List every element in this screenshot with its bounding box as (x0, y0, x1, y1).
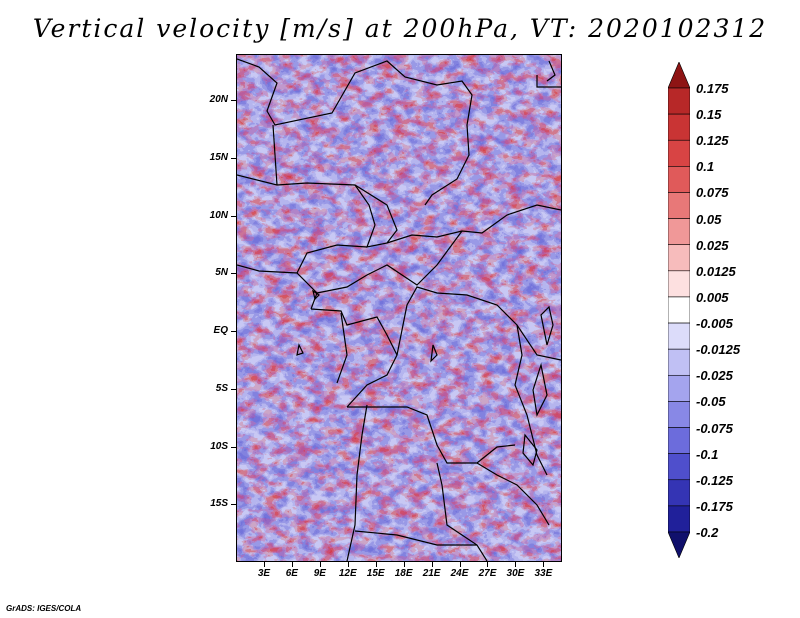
y-tick-label: EQ (213, 325, 228, 337)
velocity-field-map (237, 55, 561, 561)
colorbar-level-label: -0.175 (696, 498, 733, 514)
colorbar-level-label: 0.15 (696, 107, 722, 123)
x-tick-mark (515, 562, 517, 567)
colorbar-segment (668, 479, 690, 507)
colorbar-segment (668, 453, 690, 481)
country-borders (237, 58, 561, 561)
colorbar-level-label: -0.05 (696, 394, 726, 410)
y-tick-label: 10N (209, 209, 228, 221)
x-tick-label: 24E (450, 568, 469, 579)
colorbar-level-label: 0.005 (696, 289, 729, 305)
y-tick-mark (231, 388, 236, 390)
colorbar-segment (668, 166, 690, 193)
y-tick-mark (231, 273, 236, 275)
colorbar-level-label: -0.005 (696, 316, 733, 332)
x-tick-label: 18E (394, 568, 413, 579)
colorbar-level-label: 0.175 (696, 81, 729, 96)
colorbar-segment (668, 348, 690, 376)
colorbar-segment (668, 244, 690, 272)
colorbar-level-label: -0.075 (696, 420, 733, 436)
y-tick-label: 10S (210, 440, 228, 452)
colorbar-segment (668, 427, 690, 454)
footer-credit: GrADS: IGES/COLA (6, 604, 82, 613)
x-tick-label: 30E (506, 568, 525, 579)
plot-area (236, 54, 562, 562)
colorbar-segment (668, 113, 690, 141)
x-tick-mark (291, 562, 293, 567)
colorbar-segment (668, 218, 690, 246)
x-tick-label: 33E (534, 568, 553, 579)
x-tick-mark (543, 562, 545, 567)
chart-title: Vertical velocity [m/s] at 200hPa, VT: 2… (32, 14, 768, 43)
colorbar-level-label: 0.1 (696, 159, 715, 175)
y-tick-mark (231, 100, 236, 102)
colorbar-segment (668, 192, 690, 219)
x-tick-label: 21E (422, 568, 441, 579)
x-tick-label: 9E (313, 568, 326, 579)
colorbar-segment (668, 139, 690, 167)
colorbar-level-label: 0.125 (696, 133, 729, 149)
noise-field (237, 55, 561, 561)
colorbar-segment (668, 270, 690, 298)
x-tick-mark (431, 562, 433, 567)
x-tick-label: 6E (285, 568, 298, 579)
colorbar-level-label: -0.125 (696, 472, 733, 488)
colorbar-level-label: 0.0125 (696, 263, 736, 279)
colorbar-level-label: 0.075 (696, 185, 729, 201)
colorbar-level-label: 0.05 (696, 211, 722, 227)
x-tick-mark (347, 562, 349, 567)
colorbar-level-label: -0.025 (696, 368, 733, 384)
y-tick-mark (231, 331, 236, 333)
colorbar-level-label: -0.2 (696, 525, 719, 540)
x-tick-mark (319, 562, 321, 567)
y-tick-label: 15N (209, 151, 228, 163)
colorbar-segment (668, 296, 690, 324)
y-tick-label: 5N (215, 267, 228, 279)
colorbar-top-arrow (668, 62, 690, 89)
x-tick-label: 15E (366, 568, 385, 579)
x-tick-mark (459, 562, 461, 567)
x-tick-mark (403, 562, 405, 567)
x-tick-label: 12E (338, 568, 357, 579)
colorbar-segment (668, 322, 690, 350)
colorbar-segment (668, 87, 690, 115)
y-tick-label: 15S (210, 498, 228, 510)
y-tick-label: 20N (209, 94, 228, 106)
colorbar-level-label: -0.1 (696, 446, 719, 462)
x-tick-mark (263, 562, 265, 567)
x-tick-label: 27E (478, 568, 497, 579)
x-tick-mark (375, 562, 377, 567)
y-tick-mark (231, 157, 236, 159)
y-tick-mark (231, 504, 236, 506)
colorbar-level-label: 0.025 (696, 237, 729, 253)
y-tick-label: 5S (215, 382, 228, 394)
colorbar-segment (668, 374, 690, 402)
y-tick-mark (231, 215, 236, 217)
x-tick-label: 3E (257, 568, 271, 579)
colorbar-level-label: -0.0125 (696, 342, 741, 358)
colorbar-segment (668, 401, 690, 428)
x-tick-mark (487, 562, 489, 567)
y-tick-mark (231, 446, 236, 448)
colorbar-bottom-arrow (668, 531, 690, 558)
colorbar-segment (668, 505, 690, 533)
colorbar (668, 62, 690, 558)
